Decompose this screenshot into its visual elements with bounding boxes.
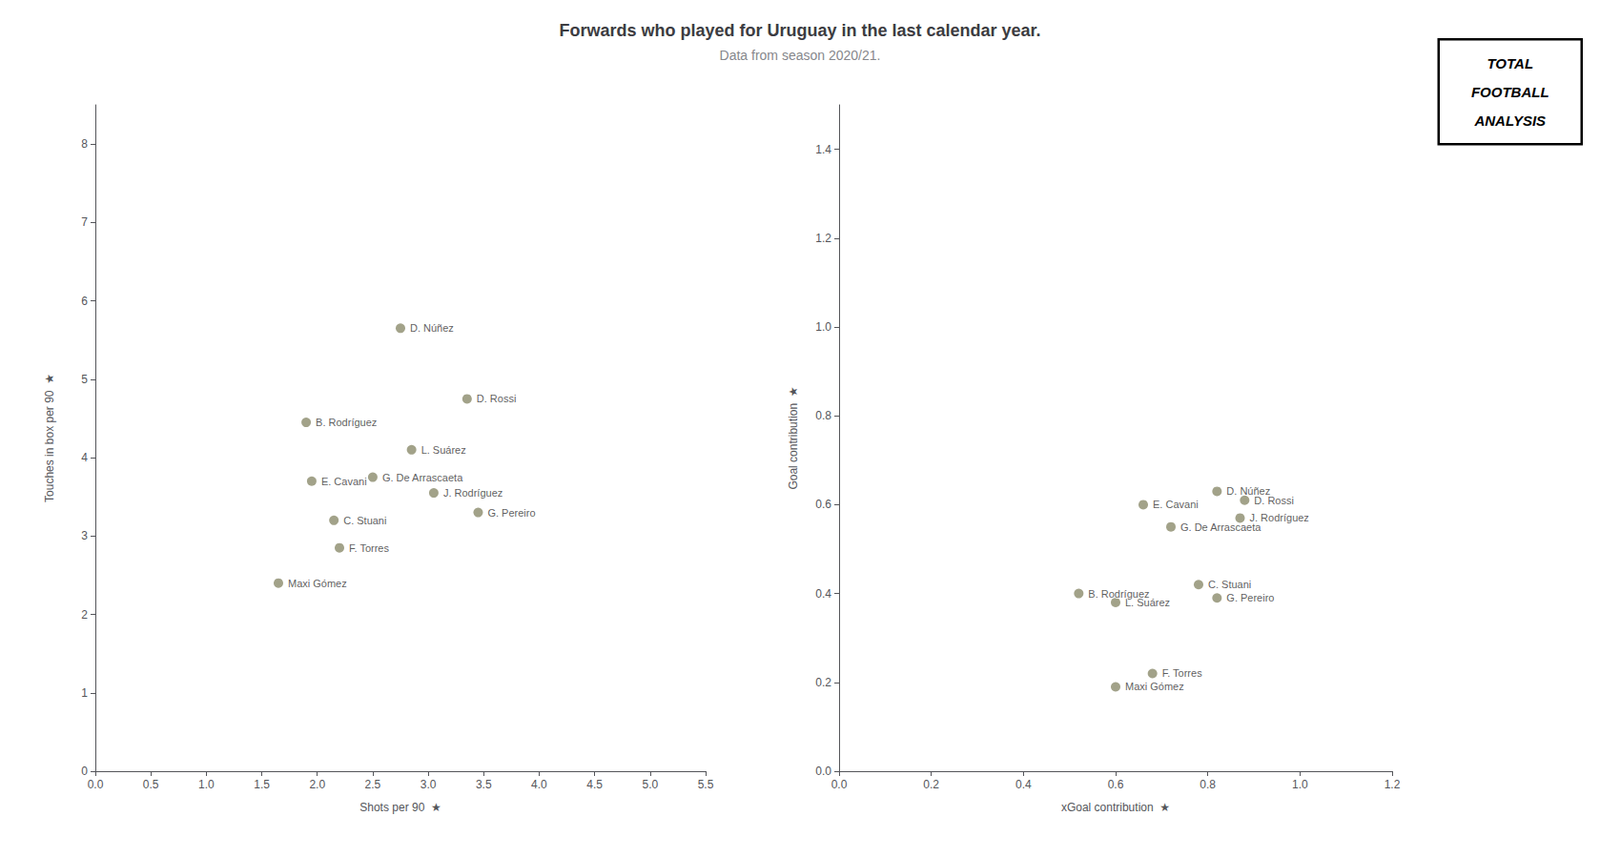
svg-text:1.2: 1.2 — [815, 231, 832, 246]
svg-text:0.6: 0.6 — [1107, 778, 1125, 792]
svg-text:0.0: 0.0 — [87, 778, 104, 792]
svg-text:0.2: 0.2 — [923, 778, 940, 792]
svg-text:4.5: 4.5 — [586, 778, 603, 792]
svg-text:0.6: 0.6 — [815, 497, 832, 512]
svg-text:Touches in box per 90 ★: Touches in box per 90 ★ — [42, 373, 57, 503]
svg-text:D. Núñez: D. Núñez — [1226, 485, 1271, 498]
svg-text:0.2: 0.2 — [815, 676, 832, 690]
svg-text:8: 8 — [81, 137, 88, 151]
svg-text:1.5: 1.5 — [253, 778, 270, 792]
svg-text:G. Pereiro: G. Pereiro — [1226, 592, 1274, 604]
svg-text:0: 0 — [81, 764, 88, 779]
svg-text:D. Núñez: D. Núñez — [410, 322, 454, 334]
svg-text:7: 7 — [81, 215, 88, 229]
svg-text:Maxi Gómez: Maxi Gómez — [1125, 680, 1185, 693]
svg-text:Forwards who played for Urugua: Forwards who played for Uruguay in the l… — [558, 20, 1041, 41]
svg-text:G. De Arrascaeta: G. De Arrascaeta — [1180, 521, 1262, 534]
svg-text:0.0: 0.0 — [831, 778, 848, 792]
svg-text:L. Suárez: L. Suárez — [421, 444, 467, 456]
svg-text:6: 6 — [81, 294, 88, 308]
svg-text:G. De Arrascaeta: G. De Arrascaeta — [382, 471, 464, 484]
svg-text:0.4: 0.4 — [815, 587, 832, 601]
svg-text:3: 3 — [81, 529, 88, 543]
svg-text:TOTAL: TOTAL — [1486, 55, 1534, 72]
svg-text:5: 5 — [81, 372, 88, 387]
svg-text:Goal contribution ★: Goal contribution ★ — [786, 386, 800, 490]
svg-text:L. Suárez: L. Suárez — [1125, 596, 1171, 609]
svg-text:D. Rossi: D. Rossi — [476, 392, 517, 405]
svg-text:2: 2 — [81, 608, 88, 622]
svg-text:E. Cavani: E. Cavani — [321, 475, 368, 488]
svg-text:C. Stuani: C. Stuani — [343, 514, 387, 527]
svg-text:C. Stuani: C. Stuani — [1208, 578, 1252, 591]
svg-text:E. Cavani: E. Cavani — [1152, 498, 1199, 511]
svg-text:0.0: 0.0 — [815, 764, 832, 779]
svg-text:2.0: 2.0 — [308, 778, 326, 792]
svg-text:Maxi Gómez: Maxi Gómez — [287, 577, 348, 590]
svg-text:0.8: 0.8 — [1199, 778, 1216, 792]
svg-text:J. Rodríguez: J. Rodríguez — [1249, 512, 1310, 524]
svg-text:G. Pereiro: G. Pereiro — [487, 507, 535, 519]
svg-text:1.0: 1.0 — [1292, 778, 1309, 792]
svg-text:J. Rodríguez: J. Rodríguez — [443, 487, 503, 499]
svg-text:1.2: 1.2 — [1384, 778, 1401, 792]
svg-text:Shots per 90 ★: Shots per 90 ★ — [359, 800, 441, 815]
svg-text:1: 1 — [81, 686, 88, 700]
svg-text:F. Torres: F. Torres — [1162, 667, 1203, 679]
svg-text:0.4: 0.4 — [1015, 778, 1032, 792]
svg-text:5.0: 5.0 — [641, 778, 658, 792]
svg-text:3.5: 3.5 — [475, 778, 493, 792]
svg-text:B. Rodríguez: B. Rodríguez — [1087, 588, 1149, 600]
svg-text:1.4: 1.4 — [815, 143, 832, 157]
svg-text:3.0: 3.0 — [420, 778, 437, 792]
svg-text:1.0: 1.0 — [198, 778, 215, 792]
svg-text:xGoal contribution ★: xGoal contribution ★ — [1061, 800, 1170, 815]
svg-text:B. Rodríguez: B. Rodríguez — [315, 416, 377, 429]
svg-text:FOOTBALL: FOOTBALL — [1471, 83, 1550, 101]
svg-text:Data from season 2020/21.: Data from season 2020/21. — [719, 47, 882, 63]
svg-text:0.5: 0.5 — [143, 778, 160, 792]
svg-text:4.0: 4.0 — [531, 778, 548, 792]
svg-text:4: 4 — [81, 451, 88, 465]
svg-text:0.8: 0.8 — [815, 409, 832, 423]
svg-text:ANALYSIS: ANALYSIS — [1473, 112, 1546, 129]
svg-text:2.5: 2.5 — [365, 778, 382, 792]
svg-text:5.5: 5.5 — [697, 778, 715, 792]
svg-text:F. Torres: F. Torres — [348, 542, 390, 554]
svg-text:D. Rossi: D. Rossi — [1253, 494, 1294, 507]
svg-text:1.0: 1.0 — [815, 320, 832, 334]
